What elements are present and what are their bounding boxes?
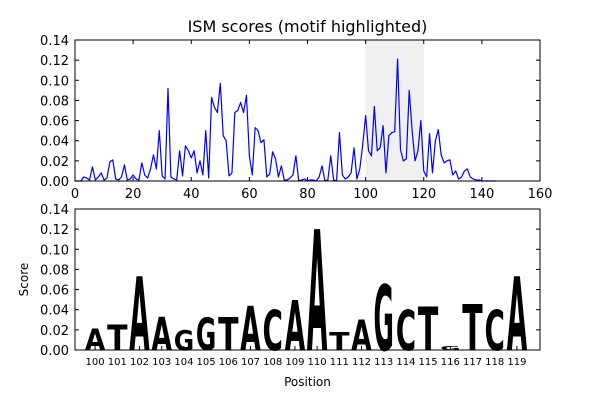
logo-letter: A: [285, 287, 306, 368]
top-y-tick-label: 0.04: [40, 135, 69, 150]
bottom-plot-frame: [74, 208, 541, 351]
position-label: 116: [441, 357, 460, 368]
ism-score-line: [75, 58, 497, 182]
top-y-tick-label: 0.10: [40, 74, 69, 89]
logo-letter: A: [151, 307, 172, 361]
position-label: 105: [197, 357, 216, 368]
position-label: 117: [463, 357, 482, 368]
position-label: 103: [152, 357, 171, 368]
position-label: 112: [352, 357, 371, 368]
position-label: 106: [219, 357, 238, 368]
bottom-y-tick-label: 0.14: [40, 203, 69, 218]
bottom-y-tick-label: 0.08: [40, 263, 69, 278]
bottom-y-tick-label: 0.12: [40, 223, 69, 238]
logo-letter: A: [85, 323, 106, 358]
logo-letter: G: [196, 311, 216, 362]
logo-letter: A: [507, 258, 527, 374]
top-x-tick-label: 60: [241, 187, 258, 202]
position-label: 111: [330, 357, 349, 368]
position-label: 102: [130, 357, 149, 368]
top-x-tick-label: 140: [469, 187, 494, 202]
logo-letter: G: [373, 267, 393, 372]
position-label: 118: [485, 357, 504, 368]
top-y-tick-label: 0.14: [40, 34, 69, 49]
logo-letter: C: [396, 299, 416, 363]
position-label: 101: [108, 357, 127, 368]
chart-title: ISM scores (motif highlighted): [188, 17, 428, 36]
top-x-tick-label: 160: [528, 187, 553, 202]
top-y-tick-label: 0.00: [40, 175, 69, 190]
top-y-tick-label: 0.06: [40, 115, 69, 130]
top-plot-frame: [74, 39, 541, 182]
top-y-tick-label: 0.12: [40, 54, 69, 69]
logo-letter: A: [307, 196, 327, 389]
logo-letter: A: [129, 258, 149, 374]
bottom-y-tick-label: 0.02: [40, 324, 69, 339]
logo-letter: T: [462, 291, 482, 365]
logo-letter: G: [174, 326, 194, 358]
logo-letter: T: [418, 296, 438, 365]
motif-logo-chart: ATAAGGTACAATAGCTGTCA 0.00 0.02 0.04 0.06 0.0…: [17, 196, 541, 389]
top-x-tick-label: 40: [183, 187, 200, 202]
position-label: 104: [174, 357, 193, 368]
position-label: 109: [285, 357, 304, 368]
position-label: 115: [419, 357, 438, 368]
x-axis-label: Position: [284, 375, 331, 389]
logo-letter: C: [484, 299, 504, 363]
logo-letter: T: [329, 327, 350, 356]
logo-letter: C: [262, 299, 282, 363]
top-y-tick-label: 0.08: [40, 94, 69, 109]
motif-highlight-region: [365, 40, 424, 181]
y-axis-label: Score: [17, 263, 31, 297]
top-x-tick-label: 20: [125, 187, 142, 202]
logo-letter: T: [107, 318, 127, 359]
position-label: 108: [263, 357, 282, 368]
ism-line-chart: 0 20 40 60 80 100 120 140 160 0.00 0.02 0.04 0.06 0.0…: [40, 17, 552, 202]
logo-letter: A: [351, 313, 372, 361]
position-label: 119: [507, 357, 526, 368]
top-x-tick-label: 80: [299, 187, 316, 202]
position-label: 107: [241, 357, 260, 368]
position-label: 110: [308, 357, 327, 368]
logo-letters: ATAAGGTACAATAGCTGTCA: [85, 196, 527, 389]
bottom-y-tick-label: 0.04: [40, 304, 69, 319]
top-x-tick-label: 100: [353, 187, 378, 202]
logo-letter: A: [240, 296, 261, 366]
position-label: 113: [374, 357, 393, 368]
top-x-tick-label: 0: [71, 187, 79, 202]
top-y-tick-label: 0.02: [40, 155, 69, 170]
position-label: 100: [86, 357, 105, 368]
bottom-y-tick-label: 0.10: [40, 243, 69, 258]
top-axis-ticks: 0 20 40 60 80 100 120 140 160 0.00 0.02 0.04 0.06 0.0…: [40, 34, 552, 202]
logo-letter: T: [218, 309, 239, 362]
top-x-tick-label: 120: [411, 187, 436, 202]
position-label: 114: [396, 357, 415, 368]
bottom-y-tick-label: 0.00: [40, 344, 69, 359]
bottom-y-tick-label: 0.06: [40, 284, 69, 299]
